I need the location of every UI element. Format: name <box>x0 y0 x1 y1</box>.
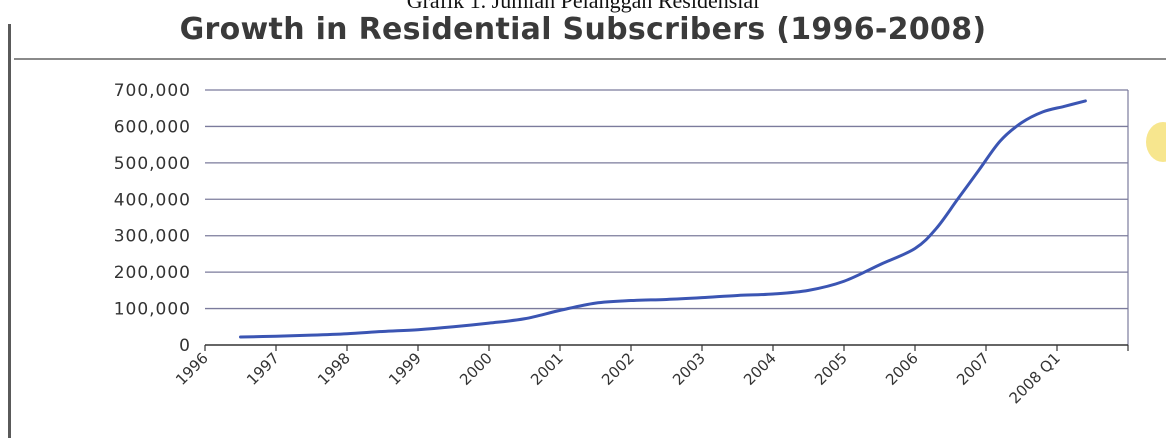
x-tick-label: 2001 <box>527 349 567 389</box>
title-divider <box>14 58 1166 60</box>
y-tick-label: 600,000 <box>114 117 191 137</box>
x-tick-label: 2002 <box>598 349 638 389</box>
page-border-left <box>8 24 11 438</box>
y-tick-label: 300,000 <box>114 227 191 247</box>
x-tick-label: 1997 <box>243 349 283 389</box>
y-tick-label: 700,000 <box>114 81 191 101</box>
y-tick-label: 0 <box>179 336 191 356</box>
y-tick-label: 400,000 <box>114 190 191 210</box>
highlighter-mark <box>1146 122 1166 162</box>
x-tick-label: 2004 <box>740 349 780 389</box>
x-tick-label: 2007 <box>953 349 993 389</box>
y-tick-label: 500,000 <box>114 154 191 174</box>
x-tick-label: 1998 <box>314 349 354 389</box>
x-tick-label: 1999 <box>385 349 425 389</box>
figure-caption: Grafik 1. Jumlah Pelanggan Residensial <box>406 0 760 13</box>
chart-title: Growth in Residential Subscribers (1996-… <box>179 12 987 47</box>
x-tick-label: 1996 <box>172 349 212 389</box>
x-tick-label: 2008 Q1 <box>1006 349 1064 407</box>
series-line <box>239 99 1087 339</box>
x-tick-label: 2003 <box>669 349 709 389</box>
x-tick-label: 2006 <box>882 349 922 389</box>
x-tick-label: 2005 <box>811 349 851 389</box>
y-tick-label: 200,000 <box>114 263 191 283</box>
y-tick-label: 100,000 <box>114 300 191 320</box>
x-tick-label: 2000 <box>456 349 496 389</box>
